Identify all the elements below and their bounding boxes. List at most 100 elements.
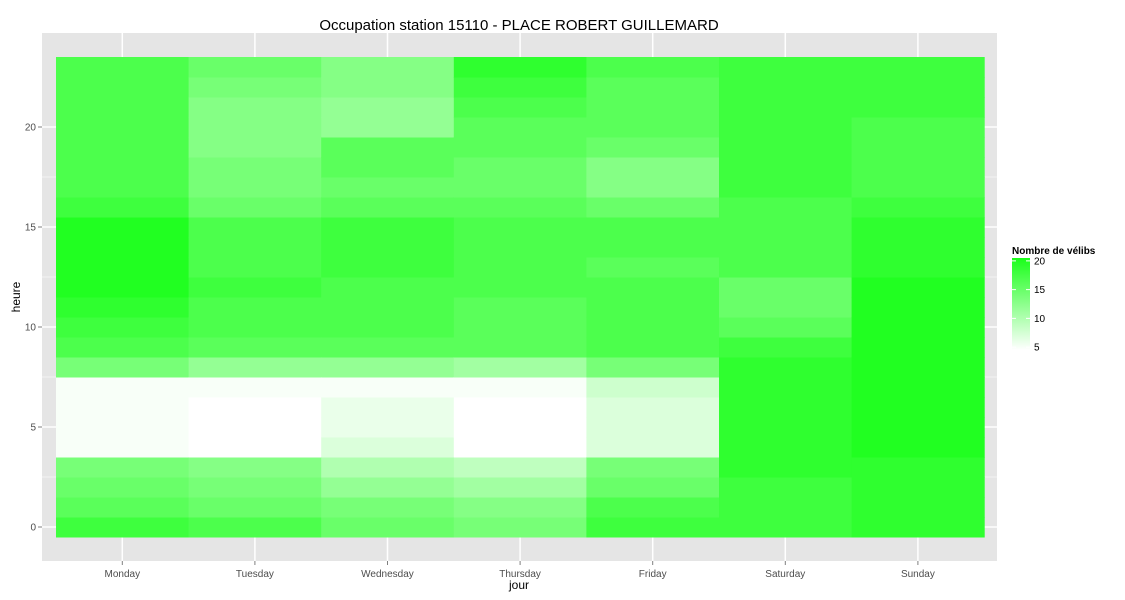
heatmap-tile	[453, 137, 587, 158]
heatmap-tile	[321, 77, 455, 98]
heatmap-tile	[56, 257, 190, 278]
heatmap-tile	[719, 197, 853, 218]
x-tick-label: Thursday	[499, 569, 541, 580]
heatmap-tile	[56, 377, 190, 398]
heatmap-tile	[188, 177, 322, 198]
heatmap-tile	[453, 157, 587, 178]
heatmap-tile	[719, 437, 853, 458]
heatmap-tile	[56, 117, 190, 138]
heatmap-tile	[719, 237, 853, 258]
heatmap-tile	[321, 317, 455, 338]
heatmap-tile	[453, 177, 587, 198]
heatmap-tile	[719, 317, 853, 338]
heatmap-tile	[321, 117, 455, 138]
heatmap-tile	[851, 77, 985, 98]
heatmap-tile	[586, 417, 720, 438]
heatmap-tile	[586, 137, 720, 158]
legend-tick-label: 5	[1034, 343, 1040, 354]
heatmap-tile	[321, 237, 455, 258]
heatmap-tile	[56, 477, 190, 498]
heatmap-tile	[321, 337, 455, 358]
heatmap-tile	[453, 397, 587, 418]
heatmap-tile	[719, 377, 853, 398]
x-tick-label: Friday	[639, 569, 667, 580]
heatmap-tile	[851, 457, 985, 478]
heatmap-tile	[586, 517, 720, 538]
heatmap-tile	[719, 257, 853, 278]
heatmap-tile	[321, 97, 455, 118]
heatmap-tile	[719, 77, 853, 98]
heatmap-tile	[586, 277, 720, 298]
heatmap-tile	[851, 297, 985, 318]
heatmap-tile	[719, 477, 853, 498]
heatmap-tile	[851, 217, 985, 238]
heatmap-tile	[453, 417, 587, 438]
heatmap-tile	[321, 177, 455, 198]
heatmap-tile	[586, 377, 720, 398]
heatmap-tile	[56, 77, 190, 98]
heatmap-tile	[453, 317, 587, 338]
heatmap-tile	[719, 497, 853, 518]
heatmap-tile	[321, 257, 455, 278]
heatmap-tile	[453, 497, 587, 518]
heatmap-tile	[719, 417, 853, 438]
heatmap-tile	[586, 357, 720, 378]
y-axis: 0 5 10 15 20	[25, 123, 42, 534]
heatmap-tile	[56, 217, 190, 238]
heatmap-tile	[719, 137, 853, 158]
heatmap-tile	[188, 357, 322, 378]
heatmap-tile	[453, 257, 587, 278]
heatmap-tile	[719, 517, 853, 538]
heatmap-tile	[851, 57, 985, 78]
heatmap-tile	[851, 117, 985, 138]
heatmap-tile	[321, 417, 455, 438]
heatmap-tile	[321, 437, 455, 458]
heatmap-tile	[851, 317, 985, 338]
x-tick-label: Monday	[105, 569, 141, 580]
heatmap-tile	[188, 197, 322, 218]
x-tick-label: Saturday	[765, 569, 805, 580]
heatmap-tile	[56, 317, 190, 338]
heatmap-tile	[321, 377, 455, 398]
legend-tick-label: 20	[1034, 256, 1046, 267]
heatmap-tile	[453, 117, 587, 138]
heatmap-tile	[453, 437, 587, 458]
heatmap-tile	[586, 477, 720, 498]
heatmap-tile	[586, 97, 720, 118]
heatmap-tile	[586, 217, 720, 238]
heatmap-tile	[321, 297, 455, 318]
heatmap-tile	[188, 517, 322, 538]
heatmap-tile	[321, 277, 455, 298]
heatmap-tile	[586, 437, 720, 458]
heatmap-tile	[188, 237, 322, 258]
heatmap-tile	[453, 277, 587, 298]
heatmap-tile	[56, 497, 190, 518]
y-axis-title: heure	[9, 281, 23, 312]
heatmap-tile	[188, 397, 322, 418]
heatmap-tile	[586, 457, 720, 478]
heatmap-tile	[851, 417, 985, 438]
heatmap-tile	[851, 177, 985, 198]
heatmap-tile	[851, 437, 985, 458]
legend-tick-label: 10	[1034, 314, 1046, 325]
heatmap-tile	[851, 397, 985, 418]
heatmap-tile	[188, 57, 322, 78]
heatmap-tile	[586, 237, 720, 258]
y-tick-label: 5	[30, 423, 36, 434]
heatmap-tile	[56, 357, 190, 378]
heatmap-tile	[719, 457, 853, 478]
heatmap-tile	[56, 237, 190, 258]
heatmap-tile	[719, 57, 853, 78]
heatmap-tile	[453, 457, 587, 478]
heatmap-tile	[719, 97, 853, 118]
y-tick-label: 0	[30, 523, 36, 534]
heatmap-tile	[321, 457, 455, 478]
heatmap-tile	[453, 297, 587, 318]
heatmap-tile	[321, 477, 455, 498]
heatmap-tile	[188, 277, 322, 298]
heatmap-tile	[321, 397, 455, 418]
heatmap-tile	[453, 97, 587, 118]
heatmap-tile	[453, 377, 587, 398]
heatmap-tile	[851, 357, 985, 378]
